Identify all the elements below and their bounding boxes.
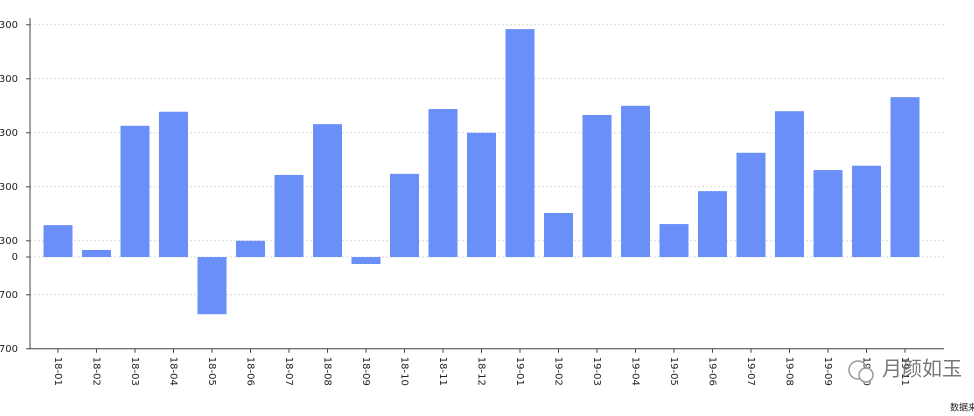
bar: [390, 173, 419, 257]
x-tick-label: 18-03: [129, 357, 140, 386]
y-tick-label: 2300: [0, 128, 18, 139]
bar: [120, 125, 150, 257]
x-tick-label: 18-05: [206, 357, 217, 386]
bar: [621, 105, 650, 257]
x-tick-label: 19-11: [899, 357, 910, 386]
bar: [659, 224, 689, 257]
bar: [890, 97, 920, 257]
bar: [582, 114, 612, 257]
y-tick-label: -700: [0, 290, 18, 301]
y-tick-label: 1300: [0, 182, 18, 193]
y-tick-label: 3300: [0, 74, 18, 85]
bar: [82, 249, 111, 257]
bar: [351, 257, 381, 265]
source-note: 数据来源: [950, 402, 974, 414]
bar: [159, 111, 188, 258]
x-tick-label: 18-09: [360, 357, 371, 386]
bar: [852, 165, 881, 257]
y-tick-label: 0: [12, 252, 18, 263]
watermark-icon: [858, 367, 874, 383]
x-tick-label: 19-07: [745, 357, 756, 386]
x-tick-label: 18-11: [437, 357, 448, 386]
watermark-text: 月颜如玉: [882, 357, 962, 381]
bar: [775, 111, 804, 257]
bar: [736, 152, 766, 257]
bar: [544, 212, 573, 257]
bar: [313, 124, 342, 257]
x-tick-label: 19-03: [591, 357, 602, 386]
x-tick-label: 18-01: [52, 357, 63, 386]
x-tick-label: 18-04: [168, 357, 179, 386]
x-tick-label: 19-02: [553, 357, 564, 386]
bar: [467, 132, 496, 257]
bar: [43, 225, 73, 257]
x-tick-label: 19-06: [707, 357, 718, 386]
x-tick-label: 18-10: [399, 357, 410, 386]
x-tick-label: 19-05: [668, 357, 679, 386]
y-tick-label: 4300: [0, 20, 18, 31]
bar: [197, 257, 227, 315]
x-tick-label: 18-07: [283, 357, 294, 386]
bar: [428, 109, 458, 257]
x-tick-label: 19-08: [784, 357, 795, 386]
x-tick-label: 19-01: [514, 357, 525, 386]
watermark: 月颜如玉: [848, 357, 962, 383]
y-tick-label: -1700: [0, 344, 18, 355]
bar: [813, 170, 843, 257]
y-tick-label: 300: [0, 236, 18, 247]
bar: [274, 174, 304, 257]
bar: [698, 191, 727, 257]
bar: [505, 29, 535, 258]
bar: [236, 240, 265, 257]
x-tick-label: 18-02: [91, 357, 102, 386]
x-tick-label: 19-09: [822, 357, 833, 386]
x-tick-label: 18-12: [476, 357, 487, 386]
x-tick-label: 18-08: [322, 357, 333, 386]
x-tick-label: 19-04: [630, 357, 641, 386]
x-tick-label: 18-06: [245, 357, 256, 386]
